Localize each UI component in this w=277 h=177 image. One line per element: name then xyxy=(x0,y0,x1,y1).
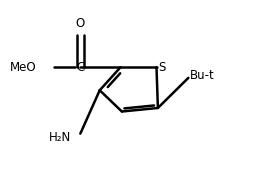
Text: MeO: MeO xyxy=(10,61,36,74)
Text: C: C xyxy=(76,61,84,74)
Text: H₂N: H₂N xyxy=(48,131,71,144)
Text: S: S xyxy=(158,61,166,74)
Text: Bu-t: Bu-t xyxy=(190,69,214,82)
Text: O: O xyxy=(76,17,85,30)
